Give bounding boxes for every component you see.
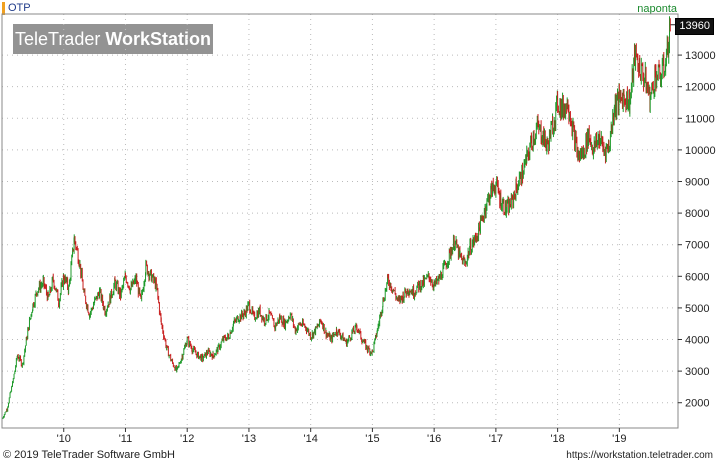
- teletrader-logo: TeleTrader WorkStation: [13, 24, 213, 54]
- grid: [2, 14, 678, 428]
- y-tick-label: 13000: [685, 50, 716, 62]
- y-tick-label: 11000: [685, 113, 715, 125]
- y-tick-label: 10000: [685, 145, 716, 157]
- x-tick-label: '13: [242, 433, 256, 445]
- y-tick-label: 7000: [685, 240, 709, 252]
- y-tick-label: 6000: [685, 271, 709, 283]
- x-tick-label: '14: [304, 433, 318, 445]
- x-tick-label: '19: [612, 433, 626, 445]
- symbol-label[interactable]: OTP: [2, 2, 31, 15]
- x-tick-label: '10: [57, 433, 71, 445]
- x-tick-label: '12: [180, 433, 194, 445]
- last-price-label: 13960: [675, 18, 714, 35]
- logo-product: WorkStation: [105, 29, 212, 49]
- y-tick-label: 12000: [685, 82, 716, 94]
- x-tick-label: '16: [427, 433, 441, 445]
- x-tick-label: '15: [365, 433, 379, 445]
- copyright-text: © 2019 TeleTrader Software GmbH: [3, 449, 175, 461]
- x-tick-label: '18: [550, 433, 564, 445]
- y-tick-label: 2000: [685, 398, 709, 410]
- y-tick-label: 5000: [685, 303, 709, 315]
- axes: 2000 3000 4000 5000 6000 7000 8000 9000 10000 110…: [1, 13, 716, 445]
- y-tick-label: 4000: [685, 335, 709, 347]
- candles: [1, 16, 671, 420]
- y-tick-label: 3000: [685, 366, 709, 378]
- y-tick-label: 9000: [685, 176, 709, 188]
- logo-brand: TeleTrader: [14, 29, 101, 49]
- y-tick-label: 8000: [685, 208, 709, 220]
- x-tick-label: '17: [489, 433, 503, 445]
- x-tick-label: '11: [119, 433, 133, 445]
- period-label[interactable]: naponta: [637, 3, 677, 15]
- source-url[interactable]: https://workstation.teletrader.com: [566, 450, 713, 461]
- plot-frame: [1, 13, 679, 429]
